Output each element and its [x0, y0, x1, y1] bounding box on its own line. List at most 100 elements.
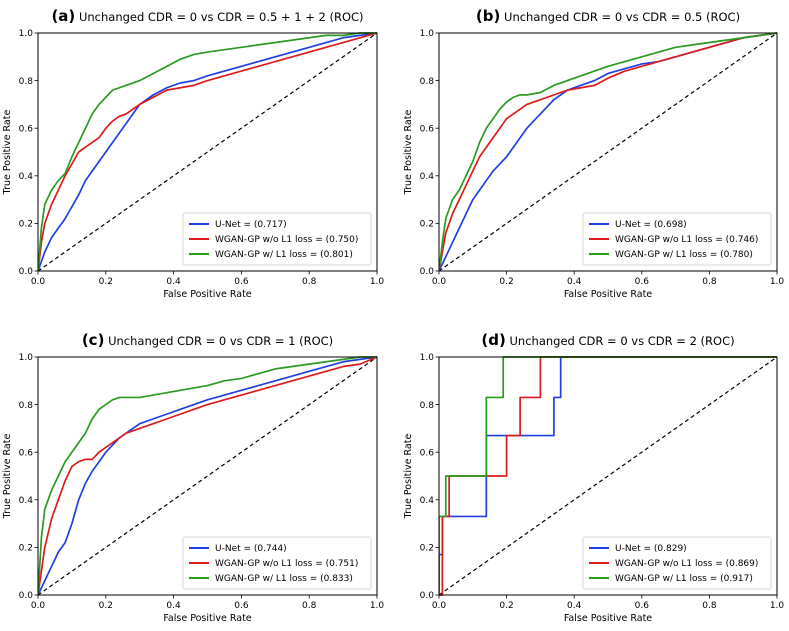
- panel-title-text: Unchanged CDR = 0 vs CDR = 1 (ROC): [104, 334, 333, 348]
- y-tick-label: 0.2: [420, 220, 434, 230]
- y-tick-label: 1.0: [19, 353, 34, 363]
- x-tick-label: 0.2: [99, 601, 113, 611]
- legend-label: U-Net = (0.744): [215, 544, 287, 554]
- legend-box: [182, 212, 372, 266]
- x-tick-label: 0.8: [702, 277, 717, 287]
- roc-curve-wgan-gp-w-l1-loss: [38, 356, 377, 596]
- panel-tag: (c): [82, 331, 105, 349]
- x-axis-label: False Positive Rate: [564, 613, 652, 624]
- x-tick-label: 1.0: [770, 601, 785, 611]
- x-tick-label: 1.0: [370, 277, 385, 287]
- y-axis-label: True Positive Rate: [2, 110, 13, 196]
- panel-title: (b) Unchanged CDR = 0 vs CDR = 0.5 (ROC): [476, 7, 740, 25]
- panel-title: (a) Unchanged CDR = 0 vs CDR = 0.5 + 1 +…: [51, 7, 363, 25]
- plot-frame: [438, 32, 778, 272]
- x-tick-label: 0.6: [234, 601, 249, 611]
- roc-curve-wgan-gp-w-o-l1-loss: [38, 32, 378, 272]
- y-tick-label: 0.2: [420, 544, 434, 554]
- roc-panel-c: (c) Unchanged CDR = 0 vs CDR = 1 (ROC) 0.…: [2, 331, 384, 624]
- y-tick-label: 0.4: [420, 496, 435, 506]
- roc-curve-wgan-gp-w-o-l1-loss: [439, 32, 778, 272]
- x-axis-label: False Positive Rate: [163, 289, 251, 300]
- legend-box: [582, 536, 772, 590]
- panel-title: (c) Unchanged CDR = 0 vs CDR = 1 (ROC): [82, 331, 333, 349]
- legend-label: WGAN-GP w/o L1 loss = (0.746): [615, 235, 758, 245]
- x-tick-label: 0.6: [635, 601, 650, 611]
- legend-label: WGAN-GP w/o L1 loss = (0.751): [215, 559, 358, 569]
- legend-box: [582, 212, 772, 266]
- y-tick-label: 0.8: [420, 77, 435, 87]
- y-tick-label: 0.2: [19, 220, 33, 230]
- plot-frame: [37, 356, 378, 596]
- legend-label: WGAN-GP w/ L1 loss = (0.780): [615, 250, 753, 260]
- roc-curve-wgan-gp-w-o-l1-loss: [439, 356, 777, 596]
- x-axis-label: False Positive Rate: [163, 613, 251, 624]
- legend-label: U-Net = (0.717): [215, 220, 287, 230]
- panel-title-text: Unchanged CDR = 0 vs CDR = 0.5 (ROC): [500, 10, 740, 24]
- y-tick-label: 0.4: [420, 172, 435, 182]
- chance-diagonal-line: [438, 32, 778, 272]
- y-tick-label: 0.0: [420, 591, 435, 601]
- y-tick-label: 1.0: [420, 29, 435, 39]
- chance-diagonal-line: [438, 356, 778, 596]
- x-tick-label: 0.0: [432, 277, 447, 287]
- panel-tag: (a): [51, 7, 75, 25]
- y-tick-label: 0.2: [19, 544, 33, 554]
- x-tick-label: 0.6: [635, 277, 650, 287]
- y-tick-label: 0.8: [420, 401, 435, 411]
- plot-frame: [37, 32, 378, 272]
- x-tick-label: 1.0: [770, 277, 785, 287]
- legend-box: [182, 536, 372, 590]
- legend: U-Net = (0.698) WGAN-GP w/o L1 loss = (0.…: [582, 212, 772, 266]
- x-tick-label: 0.4: [166, 601, 181, 611]
- y-tick-label: 0.8: [19, 401, 34, 411]
- x-tick-label: 0.8: [702, 601, 717, 611]
- roc-curve-u-net: [38, 356, 378, 596]
- x-tick-label: 0.8: [302, 601, 317, 611]
- x-tick-label: 1.0: [370, 601, 385, 611]
- y-tick-label: 0.6: [19, 124, 34, 134]
- roc-panel-a: (a) Unchanged CDR = 0 vs CDR = 0.5 + 1 +…: [2, 7, 384, 300]
- legend-label: WGAN-GP w/o L1 loss = (0.869): [615, 559, 758, 569]
- y-axis-label: True Positive Rate: [2, 434, 13, 520]
- x-tick-label: 0.2: [499, 277, 513, 287]
- x-tick-label: 0.6: [234, 277, 249, 287]
- x-tick-label: 0.4: [567, 601, 582, 611]
- y-axis-label: True Positive Rate: [403, 434, 414, 520]
- panel-title-text: Unchanged CDR = 0 vs CDR = 2 (ROC): [506, 334, 735, 348]
- x-tick-label: 0.0: [31, 277, 46, 287]
- x-tick-label: 0.2: [499, 601, 513, 611]
- legend: U-Net = (0.829) WGAN-GP w/o L1 loss = (0.…: [582, 536, 772, 590]
- x-tick-label: 0.8: [302, 277, 317, 287]
- y-tick-label: 0.0: [19, 591, 34, 601]
- roc-curve-wgan-gp-w-o-l1-loss: [38, 356, 378, 596]
- x-tick-label: 0.4: [567, 277, 582, 287]
- roc-curve-wgan-gp-w-l1-loss: [439, 356, 777, 595]
- x-tick-label: 0.0: [432, 601, 447, 611]
- legend-label: WGAN-GP w/o L1 loss = (0.750): [215, 235, 358, 245]
- panel-title-text: Unchanged CDR = 0 vs CDR = 0.5 + 1 + 2 (…: [75, 10, 363, 24]
- y-tick-label: 0.0: [420, 267, 435, 277]
- roc-panel-b: (b) Unchanged CDR = 0 vs CDR = 0.5 (ROC)…: [403, 7, 784, 300]
- panel-title: (d) Unchanged CDR = 0 vs CDR = 2 (ROC): [481, 331, 734, 349]
- legend-label: WGAN-GP w/ L1 loss = (0.801): [215, 250, 353, 260]
- legend-label: WGAN-GP w/ L1 loss = (0.917): [615, 574, 753, 584]
- x-tick-label: 0.4: [166, 277, 181, 287]
- legend-label: U-Net = (0.829): [615, 544, 687, 554]
- plot-frame: [438, 356, 778, 596]
- legend-label: U-Net = (0.698): [615, 220, 687, 230]
- x-axis-label: False Positive Rate: [564, 289, 652, 300]
- y-tick-label: 0.4: [19, 496, 34, 506]
- panel-tag: (b): [476, 7, 500, 25]
- y-tick-label: 1.0: [19, 29, 34, 39]
- panel-tag: (d): [481, 331, 505, 349]
- legend: U-Net = (0.717) WGAN-GP w/o L1 loss = (0.…: [182, 212, 372, 266]
- y-tick-label: 0.8: [19, 77, 34, 87]
- y-tick-label: 0.6: [420, 124, 435, 134]
- x-tick-label: 0.2: [99, 277, 113, 287]
- y-tick-label: 0.6: [420, 448, 435, 458]
- chance-diagonal-line: [37, 356, 378, 596]
- y-tick-label: 0.0: [19, 267, 34, 277]
- roc-curve-wgan-gp-w-l1-loss: [439, 32, 778, 272]
